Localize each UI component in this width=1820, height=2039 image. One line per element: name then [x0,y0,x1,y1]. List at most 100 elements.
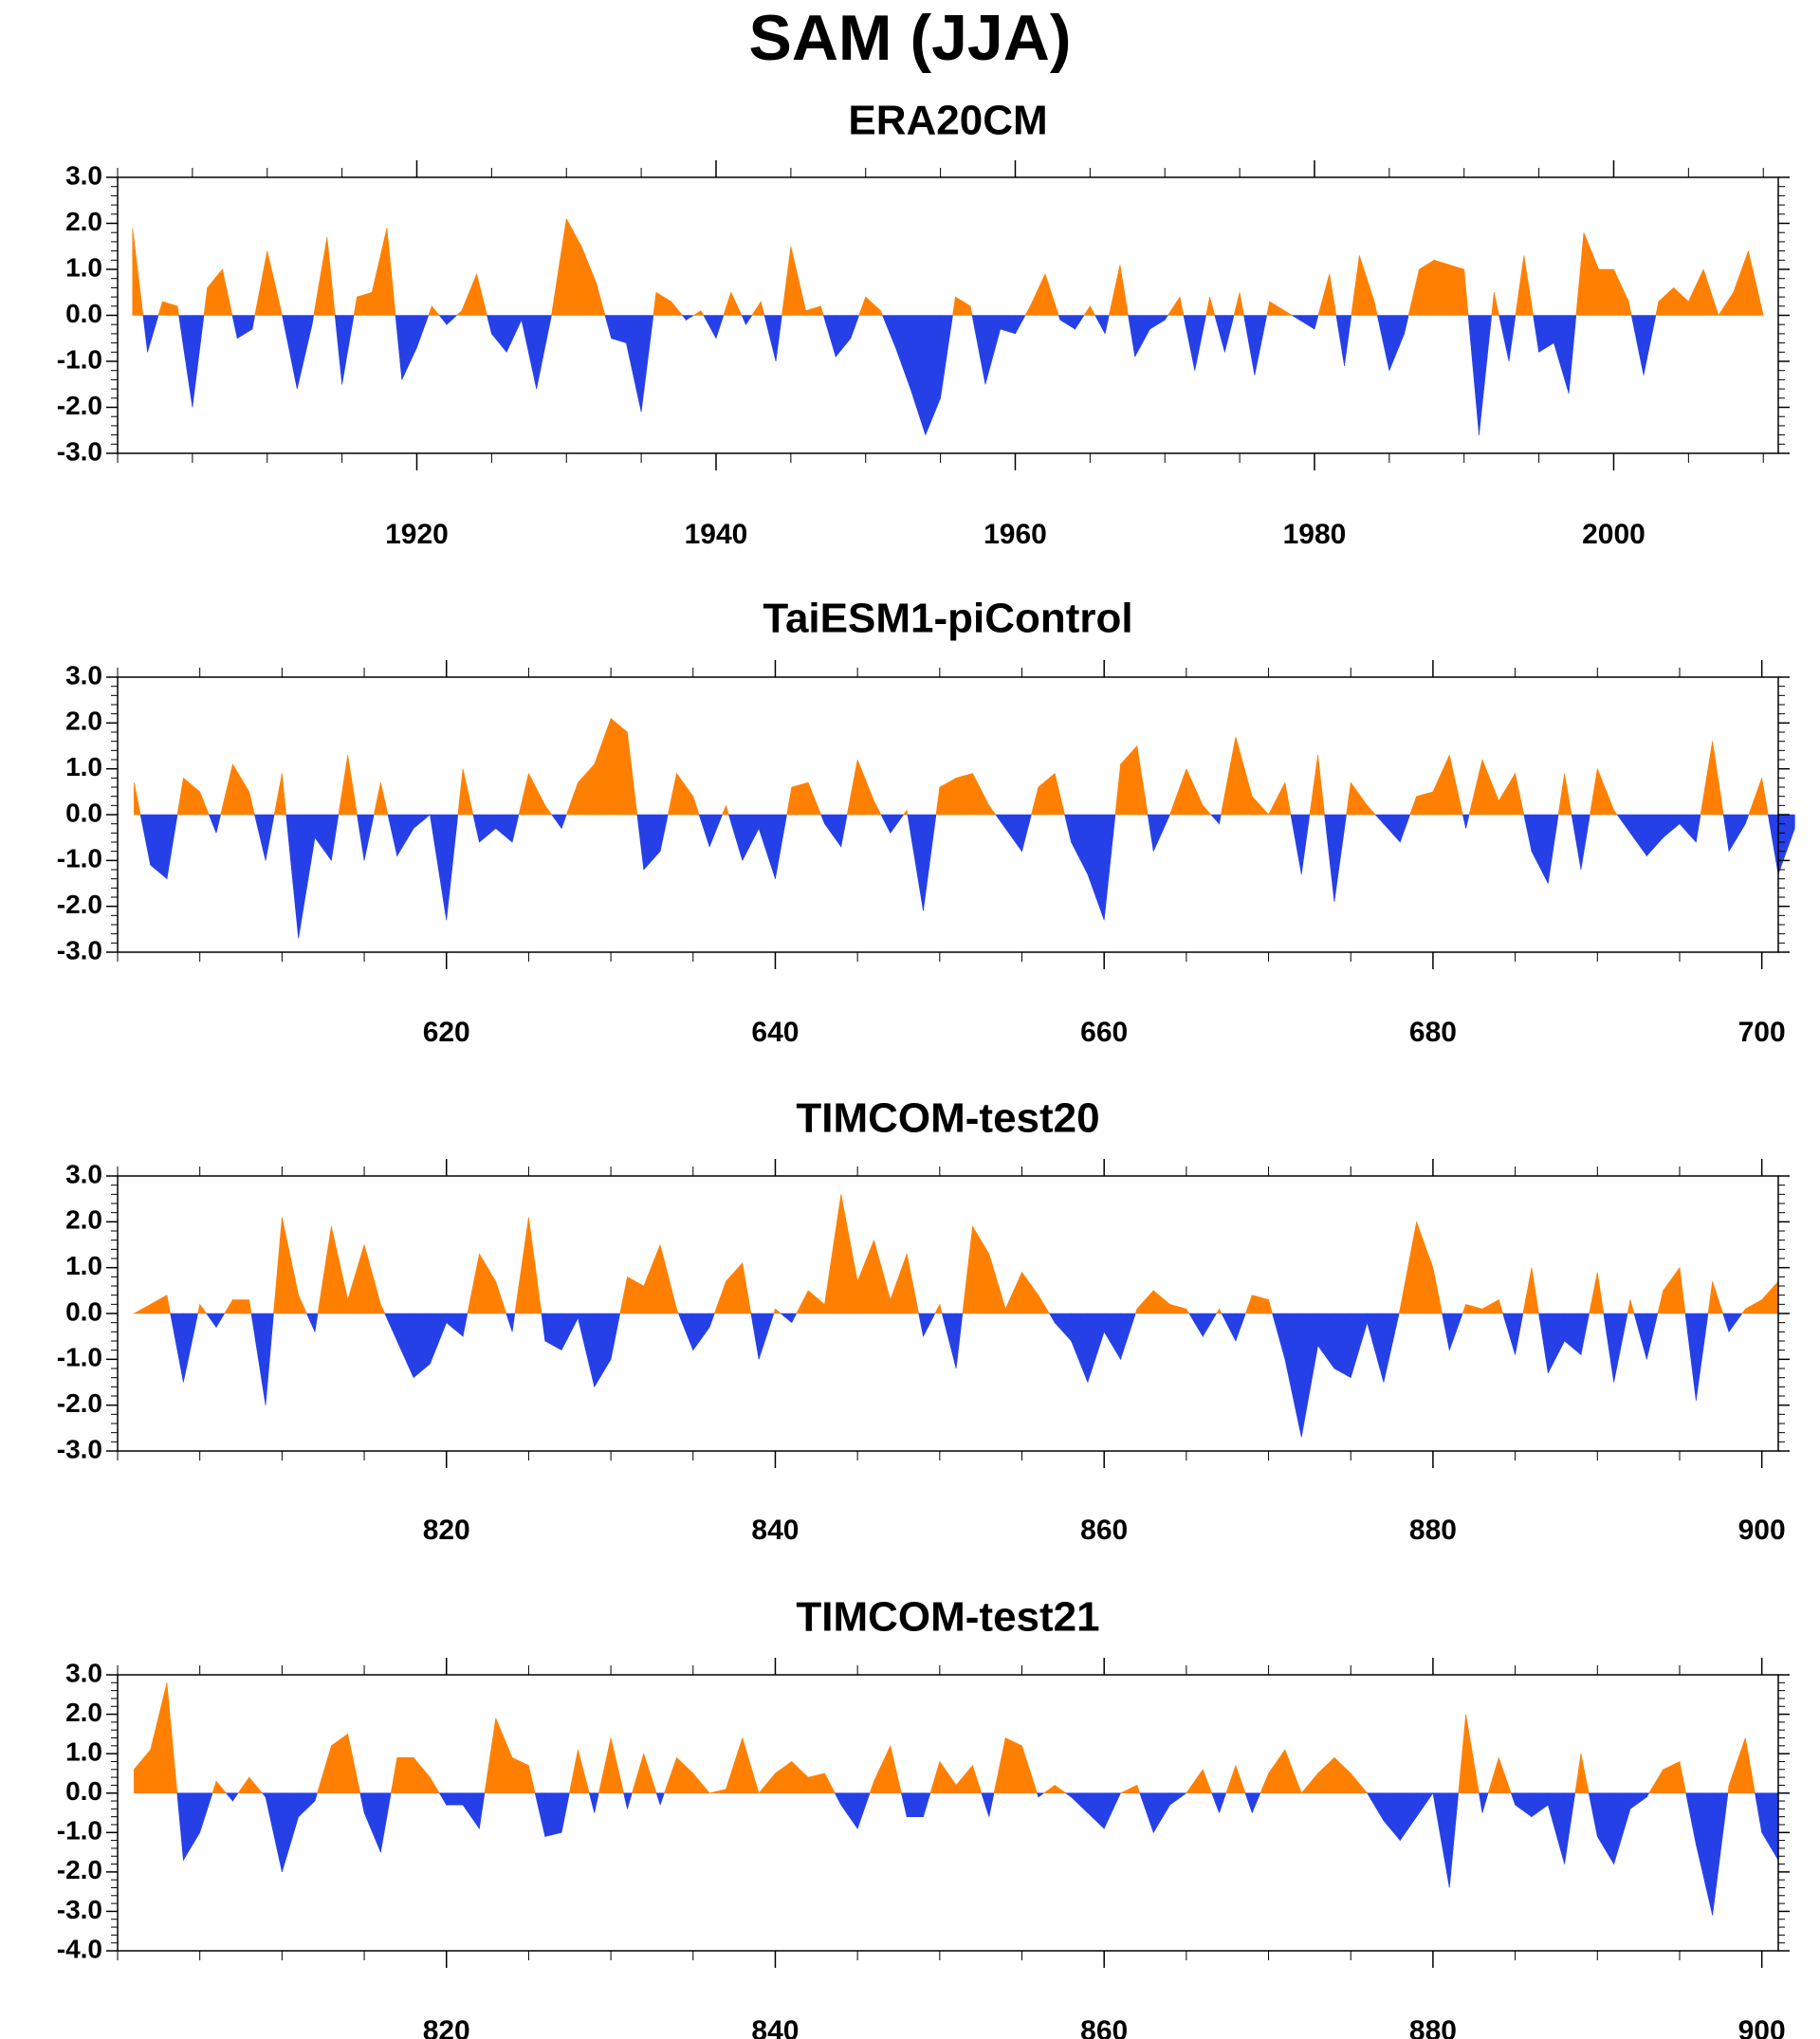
x-tick-label: 880 [1409,2015,1457,2039]
positive-area [596,283,606,316]
negative-area [536,315,552,390]
positive-area [1044,273,1059,316]
positive-area [1367,804,1376,816]
positive-area [1169,768,1187,816]
positive-area [955,296,971,316]
negative-area [1498,315,1510,362]
negative-area [692,1313,710,1351]
positive-area [1225,1765,1237,1794]
positive-area [1580,1754,1590,1794]
negative-area [363,1792,381,1853]
positive-area [653,292,657,316]
negative-area [176,1792,184,1861]
positive-area [643,1754,657,1794]
negative-area [578,1313,596,1387]
positive-area [197,1304,200,1314]
positive-area [700,310,705,316]
positive-area [939,1760,957,1794]
negative-area [1448,1792,1460,1888]
positive-area [1673,286,1689,316]
positive-area [1597,768,1614,816]
positive-area [544,804,553,816]
positive-area [807,1290,825,1314]
positive-area [467,1254,480,1314]
positive-area [413,1756,431,1794]
negative-area [446,814,459,921]
y-tick-label: -1.0 [57,344,102,374]
positive-area [805,305,821,316]
negative-area [265,814,275,861]
positive-area [631,1754,645,1794]
negative-area [834,1792,842,1806]
negative-area [1021,814,1032,852]
negative-area [1211,1792,1220,1813]
positive-area [1707,1281,1713,1314]
positive-area [514,1217,529,1314]
positive-area [1251,795,1270,816]
positive-area [939,1304,943,1314]
positive-area [232,1299,249,1314]
negative-area [1462,814,1466,829]
positive-area [1589,1272,1598,1314]
y-tick-label: -3.0 [57,1895,102,1924]
positive-area [1186,1768,1204,1794]
negative-area [1164,315,1168,321]
negative-area [1523,814,1533,852]
negative-area [588,1792,596,1813]
negative-area [780,1313,793,1324]
negative-area [1374,814,1385,825]
positive-area [597,1737,612,1794]
negative-area [413,1313,431,1379]
x-tick-label: 820 [423,2015,470,2039]
y-tick-label: -2.0 [57,391,102,420]
negative-area [1538,1313,1549,1373]
positive-area [1136,745,1149,816]
y-tick-label: -2.0 [57,890,102,919]
y-tick-label: -2.0 [57,1855,102,1884]
positive-area [199,1303,208,1314]
positive-area [1038,1294,1050,1314]
positive-area [952,297,956,316]
positive-area [1186,1308,1190,1314]
negative-area [1272,1313,1286,1360]
negative-area [183,1313,199,1383]
x-tick-label: 900 [1738,2015,1786,2039]
positive-area [955,773,973,816]
x-tick-label: 660 [1080,1017,1128,1048]
negative-area [396,814,414,857]
negative-area [1128,315,1135,358]
positive-area [232,762,249,816]
positive-area [371,228,388,316]
positive-area [934,1304,941,1314]
positive-area [357,291,373,316]
positive-area [1333,1756,1351,1794]
positive-area [1350,781,1368,816]
negative-area [511,814,520,843]
positive-area [1493,292,1499,316]
negative-area [1300,1313,1318,1438]
positive-area [1021,1271,1039,1314]
positive-area [667,773,677,816]
y-tick-label: -1.0 [57,1343,102,1372]
positive-area [1531,1267,1539,1314]
positive-area [1167,296,1181,316]
negative-area [1553,315,1570,395]
positive-area [176,305,179,316]
negative-area [1696,814,1701,843]
positive-area [820,305,824,316]
positive-area [972,773,990,816]
negative-area [282,1792,300,1872]
positive-area [1465,1303,1483,1314]
positive-area [1432,1267,1443,1314]
negative-area [659,814,669,852]
positive-area [1590,768,1598,816]
negative-area [910,315,927,435]
y-tick-label: -4.0 [57,1934,102,1963]
negative-area [561,1792,570,1833]
positive-area [1409,796,1417,816]
positive-area [1416,791,1434,816]
negative-area [907,814,924,911]
positive-area [495,1281,507,1314]
negative-area [544,1313,562,1351]
positive-area [781,246,792,316]
